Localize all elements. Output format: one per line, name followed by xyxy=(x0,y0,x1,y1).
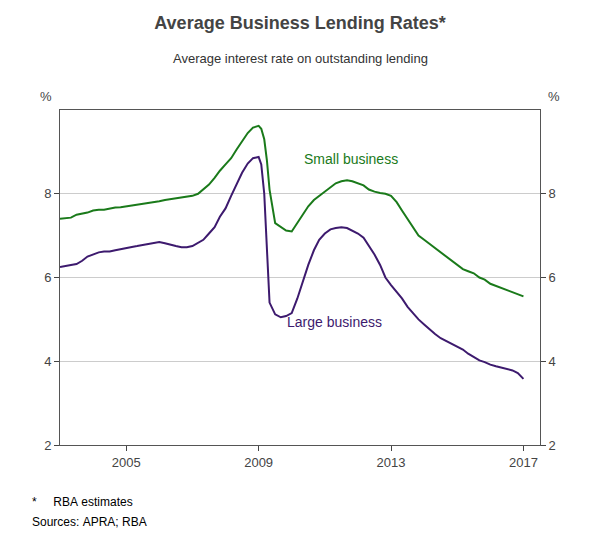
svg-text:Small business: Small business xyxy=(304,151,398,167)
svg-text:%: % xyxy=(40,89,52,104)
svg-text:* RBA estimates: * RBA estimates xyxy=(32,495,133,509)
svg-text:Average interest rate on outst: Average interest rate on outstanding len… xyxy=(173,51,428,66)
svg-text:8: 8 xyxy=(44,186,51,201)
svg-text:6: 6 xyxy=(44,270,51,285)
svg-text:2017: 2017 xyxy=(509,455,538,470)
svg-text:2: 2 xyxy=(549,438,556,453)
svg-text:4: 4 xyxy=(549,354,556,369)
svg-text:Sources: APRA; RBA: Sources: APRA; RBA xyxy=(32,515,147,529)
svg-text:2013: 2013 xyxy=(377,455,406,470)
svg-text:4: 4 xyxy=(44,354,51,369)
svg-text:%: % xyxy=(548,89,560,104)
svg-text:8: 8 xyxy=(549,186,556,201)
svg-text:Average Business Lending Rates: Average Business Lending Rates* xyxy=(154,13,445,33)
svg-text:2009: 2009 xyxy=(244,455,273,470)
svg-text:Large business: Large business xyxy=(287,314,382,330)
svg-text:6: 6 xyxy=(549,270,556,285)
svg-text:2: 2 xyxy=(44,438,51,453)
svg-text:2005: 2005 xyxy=(112,455,141,470)
